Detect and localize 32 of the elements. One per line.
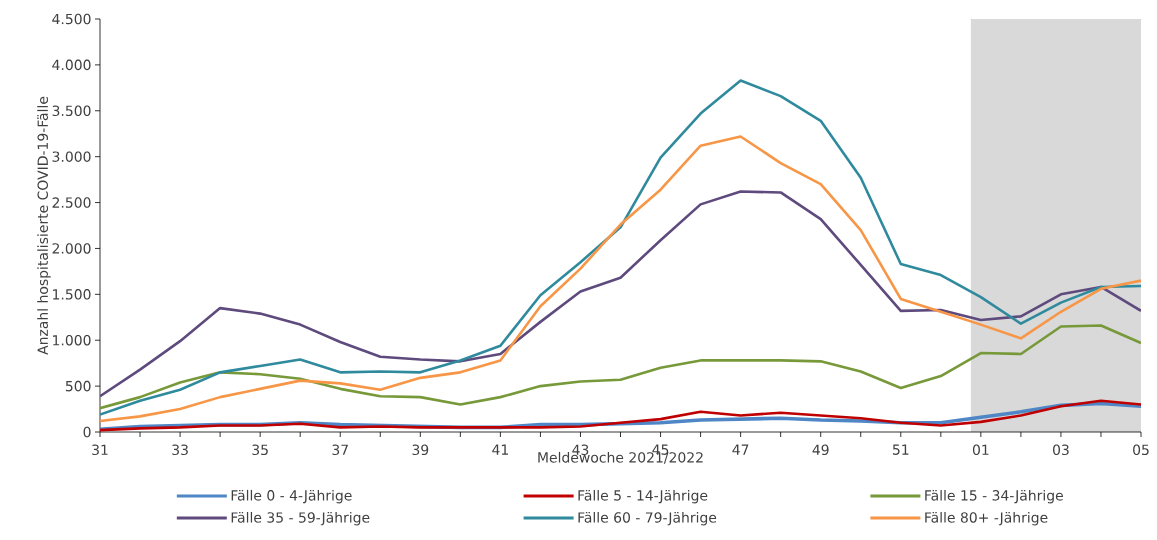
legend-label: Fälle 60 - 79-Jährige (578, 511, 717, 526)
y-axis-title: Anzahl hospitalisierte COVID-19-Fälle (37, 96, 51, 355)
y-tick-label: 1.000 (53, 334, 91, 346)
x-tick-label: 51 (892, 444, 909, 455)
x-tick-label: 35 (252, 444, 268, 456)
y-tick-label: 4.000 (52, 59, 91, 71)
line-series (100, 79, 1142, 416)
y-tick-label: 1.500 (53, 289, 91, 300)
x-tick-label: 37 (332, 444, 348, 456)
x-tick-label: 01 (972, 444, 989, 456)
legend-label: Fälle 35 - 59-Jährige (231, 511, 370, 526)
legend-label: Fälle 5 - 14-Jährige (578, 489, 708, 504)
legend-label: Fälle 15 - 34-Jährige (925, 489, 1063, 504)
legend-label: Fälle 0 - 4-Jährige (231, 489, 352, 504)
x-tick-label: 49 (812, 444, 829, 456)
y-tick-label: 0 (83, 426, 91, 438)
x-tick-label: 33 (172, 444, 188, 456)
y-tick-label: 4.500 (52, 13, 91, 25)
y-tick-label: 3.000 (52, 151, 91, 162)
line-series (100, 190, 1142, 398)
y-tick-label: 2.500 (52, 197, 91, 208)
legend-label: Fälle 80+ -Jährige (925, 511, 1048, 526)
y-tick-label: 3.500 (52, 105, 91, 117)
y-tick-label: 500 (65, 380, 91, 392)
x-tick-label: 03 (1052, 444, 1069, 456)
x-tick-label: 31 (92, 444, 108, 456)
x-tick-label: 41 (492, 444, 508, 455)
y-tick-label: 2.000 (52, 243, 91, 254)
line-series (100, 135, 1142, 423)
x-tick-label: 47 (732, 444, 749, 455)
x-tick-label: 39 (412, 444, 429, 456)
x-tick-label: 05 (1133, 444, 1149, 456)
